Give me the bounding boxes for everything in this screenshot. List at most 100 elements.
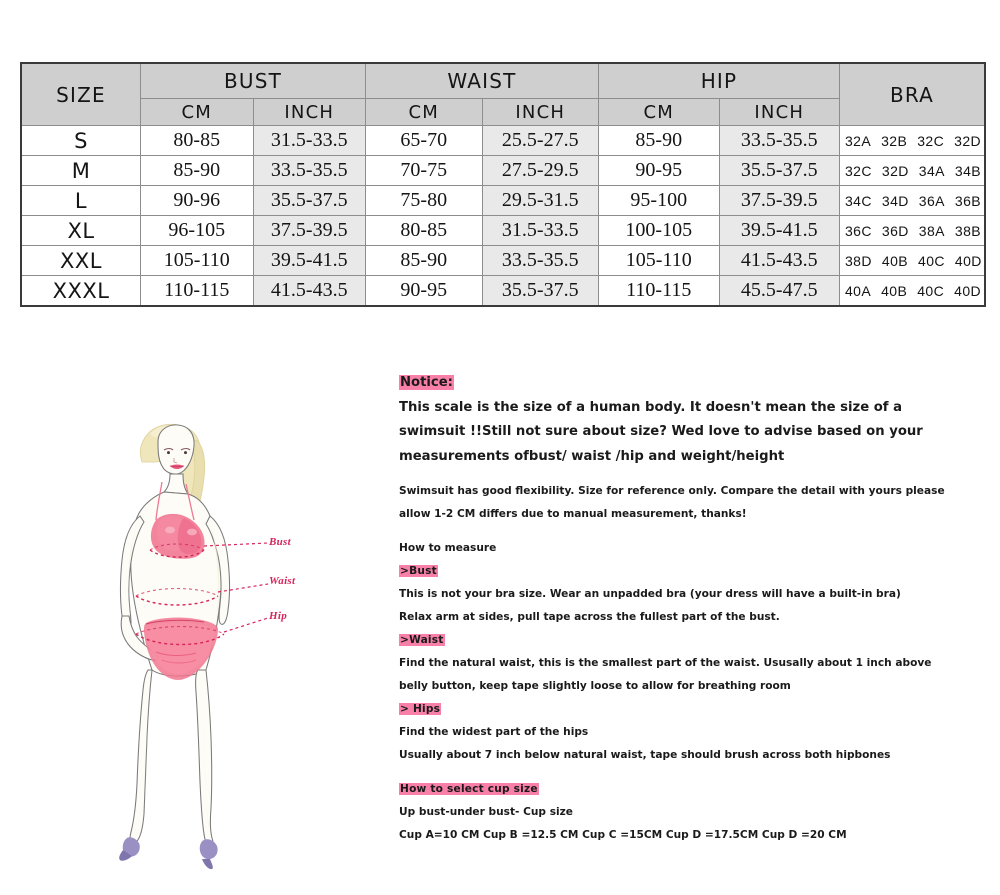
table-row: M 85-90 33.5-35.5 70-75 27.5-29.5 90-95 35.5-3… xyxy=(20,155,986,186)
header-hip-cm: CM xyxy=(598,98,720,126)
cell-waist-cm: 70-75 xyxy=(365,155,483,186)
notice-heading: Notice: xyxy=(399,375,454,390)
table-row: XL 96-105 37.5-39.5 80-85 31.5-33.5 100-105 39… xyxy=(20,215,986,246)
table-body: S 80-85 31.5-33.5 65-70 25.5-27.5 85-90 33.5-3… xyxy=(20,125,986,307)
bra-size: 40C xyxy=(917,282,945,299)
bust-line-2: Relax arm at sides, pull tape across the… xyxy=(399,611,780,623)
swimwear-bottom xyxy=(144,617,218,680)
waist-line-1: Find the natural waist, this is the smal… xyxy=(399,657,932,669)
cell-bra: 32A 32B 32C 32D xyxy=(839,125,986,156)
section-bust-heading: >Bust xyxy=(399,565,438,577)
cell-bra: 40A 40B 40C 40D xyxy=(839,275,986,307)
cell-hip-inch: 39.5-41.5 xyxy=(718,215,840,246)
cup-size-heading-line: How to select cup size xyxy=(399,778,979,801)
figure-shoes xyxy=(119,837,218,870)
notice-heading-line: Notice: xyxy=(399,371,979,396)
bra-size: 32C xyxy=(845,162,872,179)
cell-hip-inch: 37.5-39.5 xyxy=(718,185,840,216)
bra-size: 34B xyxy=(954,162,982,179)
cell-hip-cm: 110-115 xyxy=(598,275,720,307)
spacer-3 xyxy=(399,767,979,778)
bra-size: 40D xyxy=(954,282,982,299)
cup-size-line-2: Cup A=10 CM Cup B =12.5 CM Cup C =15CM C… xyxy=(399,829,847,841)
bra-size: 32A xyxy=(845,132,872,149)
cup-size-block: How to select cup size Up bust-under bus… xyxy=(399,778,979,847)
cell-size: XXL xyxy=(20,245,141,276)
cell-waist-cm: 75-80 xyxy=(365,185,483,216)
body-measurement-illustration: Bust Waist Hip xyxy=(100,420,390,870)
table-header-row-bottom: CM INCH CM INCH CM INCH xyxy=(21,98,985,126)
cell-waist-cm: 85-90 xyxy=(365,245,483,276)
header-bra: BRA xyxy=(839,62,986,126)
cell-size: S xyxy=(20,125,141,156)
figure-skin-shading xyxy=(128,520,220,836)
cell-bust-inch: 41.5-43.5 xyxy=(252,275,366,307)
bra-size: 40B xyxy=(881,252,909,269)
flexibility-note-block: Swimsuit has good flexibility. Size for … xyxy=(399,480,979,526)
cell-hip-cm: 85-90 xyxy=(598,125,720,156)
flex-note-line-2: allow 1-2 CM differs due to manual measu… xyxy=(399,508,747,520)
bra-size: 32D xyxy=(881,162,909,179)
cell-bra: 38D 40B 40C 40D xyxy=(839,245,986,276)
cell-waist-inch: 33.5-35.5 xyxy=(481,245,599,276)
cell-hip-inch: 45.5-47.5 xyxy=(718,275,840,307)
header-bust-cm: CM xyxy=(140,98,254,126)
table-row: XXXL 110-115 41.5-43.5 90-95 35.5-37.5 110-11… xyxy=(20,275,986,307)
hips-line-1: Find the widest part of the hips xyxy=(399,726,589,738)
measurement-tapes xyxy=(135,542,269,646)
how-to-measure-block: How to measure >Bust This is not your br… xyxy=(399,537,979,767)
size-chart-table-container: SIZE BUST WAIST HIP BRA CM INCH CM INCH … xyxy=(20,62,986,307)
cell-waist-cm: 90-95 xyxy=(365,275,483,307)
waist-line-2: belly button, keep tape slightly loose t… xyxy=(399,680,791,692)
cell-waist-cm: 80-85 xyxy=(365,215,483,246)
hips-line-2: Usually about 7 inch below natural waist… xyxy=(399,749,891,761)
table-row: S 80-85 31.5-33.5 65-70 25.5-27.5 85-90 33.5-3… xyxy=(20,125,986,156)
label-bust: Bust xyxy=(269,536,291,548)
bra-size: 34A xyxy=(918,162,945,179)
cell-bra: 34C 34D 36A 36B xyxy=(839,185,986,216)
bra-size: 40A xyxy=(845,282,872,299)
bust-line-1: This is not your bra size. Wear an unpad… xyxy=(399,588,901,600)
table-header-row-top: SIZE BUST WAIST HIP BRA xyxy=(20,62,986,126)
bra-size: 36D xyxy=(881,222,909,239)
bra-size: 38B xyxy=(954,222,982,239)
notice-block: Notice: This scale is the size of a huma… xyxy=(399,371,979,469)
cell-bust-cm: 110-115 xyxy=(140,275,254,307)
section-waist-heading: >Waist xyxy=(399,634,445,646)
bra-size: 34D xyxy=(881,192,909,209)
cell-bust-cm: 90-96 xyxy=(140,185,254,216)
section-waist-heading-line: >Waist xyxy=(399,629,979,652)
cell-bust-inch: 37.5-39.5 xyxy=(252,215,366,246)
cup-size-line-1: Up bust-under bust- Cup size xyxy=(399,806,573,818)
cell-bust-cm: 105-110 xyxy=(140,245,254,276)
table-row: XXL 105-110 39.5-41.5 85-90 33.5-35.5 105-110… xyxy=(20,245,986,276)
bra-size: 36A xyxy=(918,192,945,209)
cell-size: L xyxy=(20,185,141,216)
bra-size: 36C xyxy=(845,222,872,239)
cell-bra: 32C 32D 34A 34B xyxy=(839,155,986,186)
cell-bust-inch: 39.5-41.5 xyxy=(252,245,366,276)
table-header: SIZE BUST WAIST HIP BRA CM INCH CM INCH … xyxy=(20,62,986,126)
cell-hip-cm: 90-95 xyxy=(598,155,720,186)
bra-size: 32D xyxy=(954,132,982,149)
cell-hip-inch: 41.5-43.5 xyxy=(718,245,840,276)
header-waist: WAIST xyxy=(365,62,599,99)
bra-size: 40C xyxy=(918,252,945,269)
header-hip: HIP xyxy=(598,62,840,99)
notice-line-2: swimsuit !!Still not sure about size? We… xyxy=(399,424,923,439)
size-chart-table: SIZE BUST WAIST HIP BRA CM INCH CM INCH … xyxy=(20,62,986,307)
header-bust: BUST xyxy=(140,62,366,99)
cell-bust-cm: 85-90 xyxy=(140,155,254,186)
cell-hip-cm: 100-105 xyxy=(598,215,720,246)
cell-hip-inch: 33.5-35.5 xyxy=(718,125,840,156)
female-figure-drawing xyxy=(119,423,269,870)
bra-size: 38A xyxy=(918,222,945,239)
bra-size: 40B xyxy=(881,282,908,299)
section-hips-heading-line: > Hips xyxy=(399,698,979,721)
header-waist-cm: CM xyxy=(365,98,483,126)
table-row: L 90-96 35.5-37.5 75-80 29.5-31.5 95-100 37.5-… xyxy=(20,185,986,216)
notice-line-1: This scale is the size of a human body. … xyxy=(399,399,903,415)
flex-note-line-1: Swimsuit has good flexibility. Size for … xyxy=(399,485,945,497)
cell-bust-cm: 80-85 xyxy=(140,125,254,156)
section-hips-heading: > Hips xyxy=(399,703,442,715)
